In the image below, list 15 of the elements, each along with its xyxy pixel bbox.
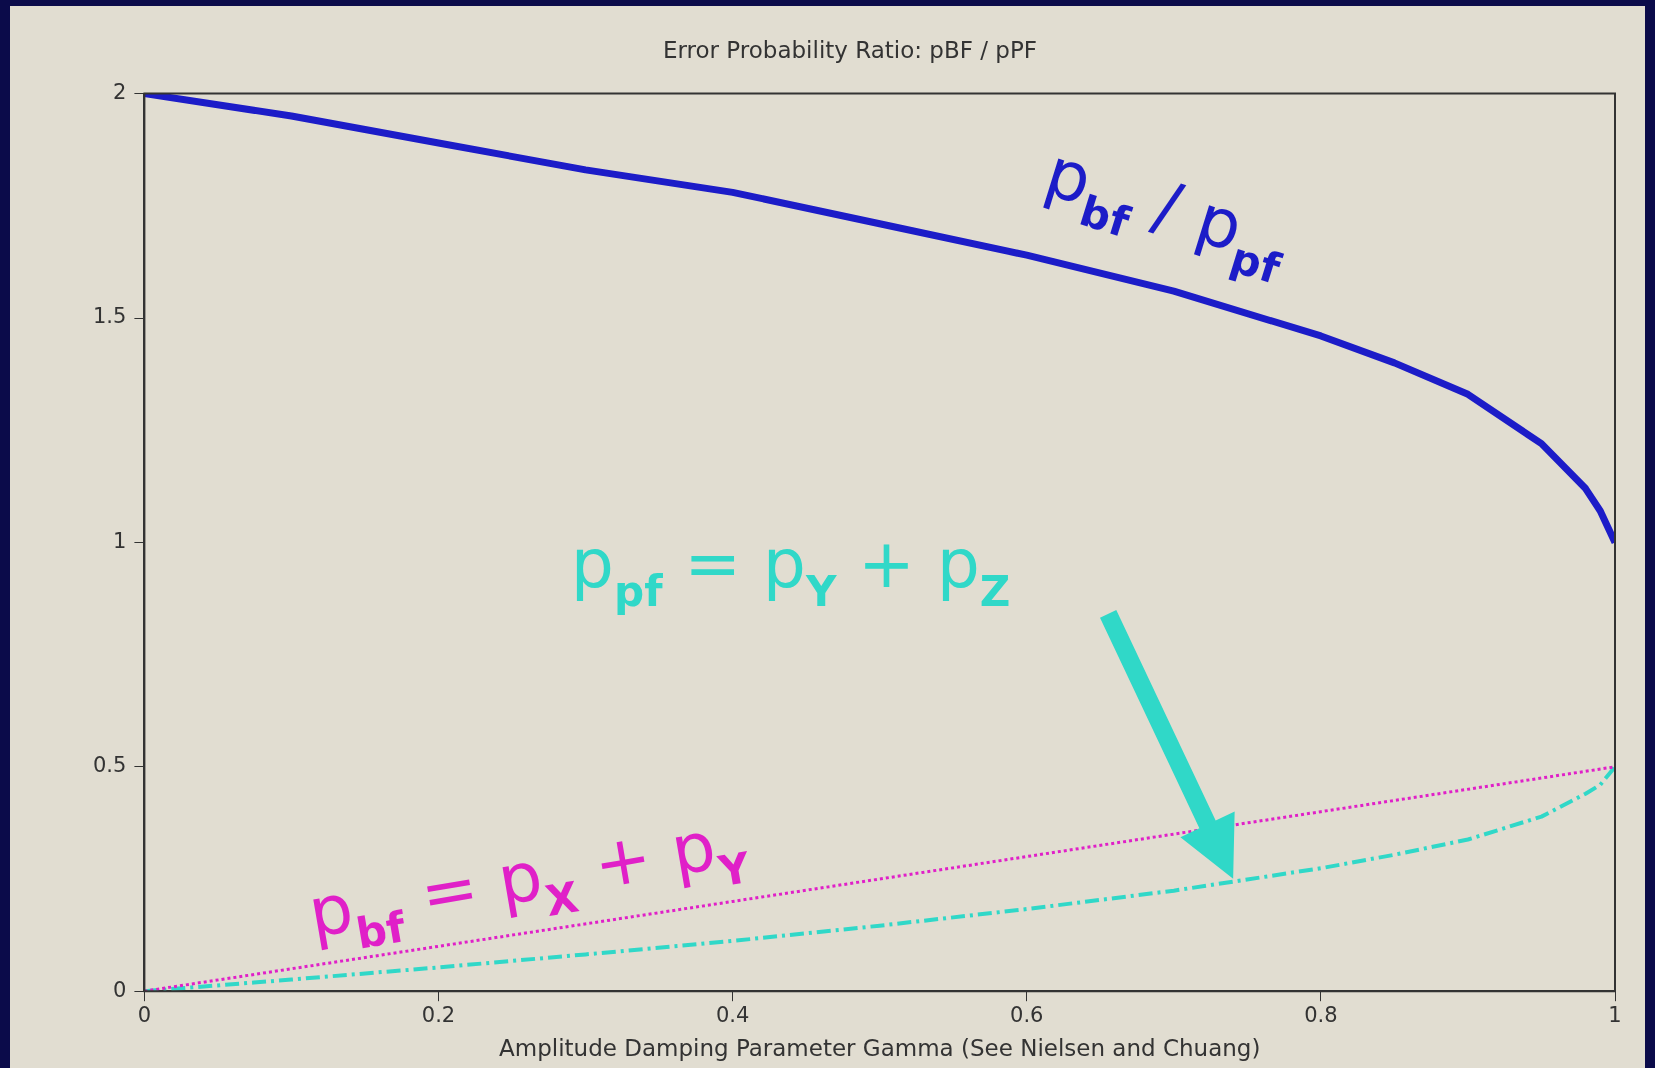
chart-title: Error Probability Ratio: pBF / pPF: [662, 36, 1038, 63]
y-tick-label: 1: [113, 528, 127, 553]
text: pbf = pX + pY: [302, 805, 754, 959]
x-tick-label: 0.8: [1304, 1003, 1338, 1028]
x-tick-label: 0.6: [1010, 1003, 1044, 1028]
x-tick-label: 0.4: [715, 1003, 750, 1028]
y-tick-label: 0: [113, 977, 127, 1002]
x-tick-label: 0.2: [421, 1003, 456, 1028]
y-tick-label: 1.5: [92, 304, 127, 329]
x-tick-label: 1: [1608, 1003, 1622, 1028]
text: pbf / ppf: [1036, 132, 1287, 294]
y-tick-label: 0.5: [92, 753, 127, 778]
x-tick-label: 0: [137, 1003, 152, 1028]
x-axis-title: Amplitude Damping Parameter Gamma (See Nielsen and Chuang): [499, 1035, 1261, 1062]
y-tick-label: 2: [113, 80, 127, 105]
